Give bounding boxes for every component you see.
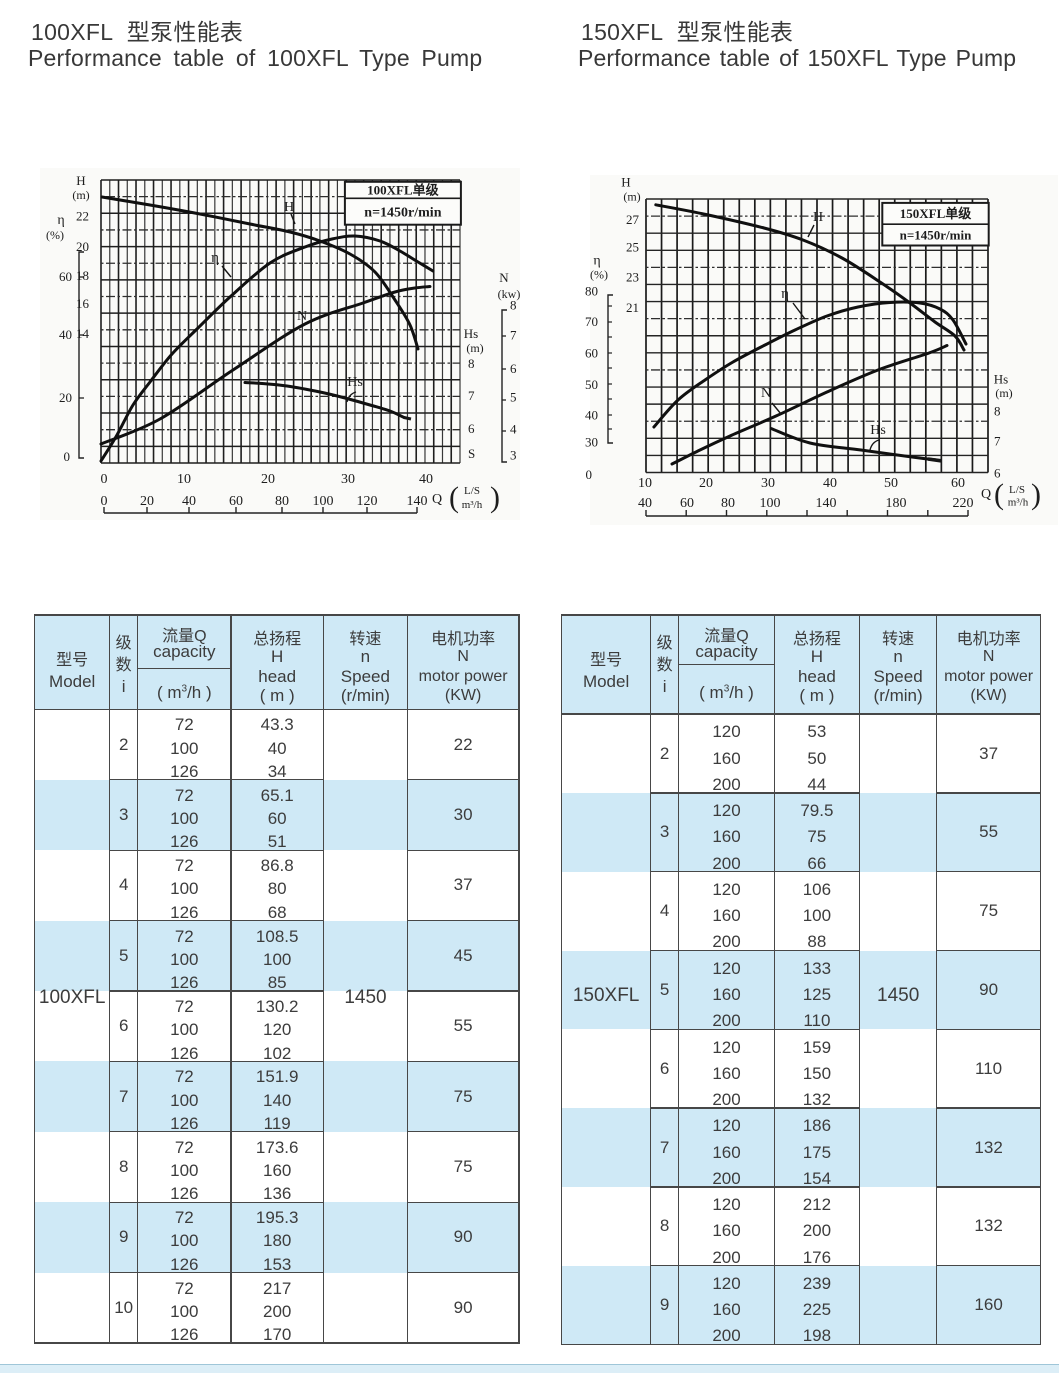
svg-text:Hs: Hs bbox=[994, 372, 1008, 387]
svg-text:Hs: Hs bbox=[347, 375, 363, 390]
svg-text:40: 40 bbox=[585, 408, 598, 423]
svg-text:Hs: Hs bbox=[870, 423, 886, 438]
svg-text:50: 50 bbox=[585, 377, 598, 392]
svg-text:7: 7 bbox=[468, 388, 475, 403]
svg-text:η: η bbox=[593, 254, 600, 269]
svg-text:40: 40 bbox=[419, 472, 433, 487]
svg-text:Q: Q bbox=[432, 492, 442, 507]
svg-text:0: 0 bbox=[101, 494, 108, 509]
svg-text:6: 6 bbox=[468, 421, 475, 436]
svg-text:10: 10 bbox=[638, 476, 652, 491]
svg-text:40: 40 bbox=[59, 327, 72, 342]
svg-text:0: 0 bbox=[101, 472, 108, 487]
svg-text:70: 70 bbox=[585, 314, 598, 329]
svg-text:60: 60 bbox=[59, 269, 72, 284]
svg-text:20: 20 bbox=[699, 476, 713, 491]
svg-text:L/S: L/S bbox=[464, 485, 480, 497]
svg-text:L/S: L/S bbox=[1009, 484, 1025, 496]
svg-text:60: 60 bbox=[229, 494, 243, 509]
svg-text:30: 30 bbox=[761, 476, 775, 491]
svg-text:180: 180 bbox=[886, 496, 907, 511]
svg-text:10: 10 bbox=[177, 472, 191, 487]
svg-text:(m): (m) bbox=[466, 341, 483, 355]
svg-text:): ) bbox=[1031, 478, 1041, 511]
svg-text:(m): (m) bbox=[72, 188, 89, 202]
svg-text:140: 140 bbox=[816, 496, 837, 511]
svg-text:H: H bbox=[76, 173, 85, 188]
svg-text:20: 20 bbox=[140, 494, 154, 509]
svg-text:5: 5 bbox=[510, 390, 517, 405]
svg-text:100: 100 bbox=[760, 496, 781, 511]
svg-text:80: 80 bbox=[275, 494, 289, 509]
svg-text:S: S bbox=[468, 446, 475, 461]
svg-text:40: 40 bbox=[823, 476, 837, 491]
svg-text:100: 100 bbox=[313, 494, 334, 509]
svg-text:140: 140 bbox=[407, 494, 428, 509]
svg-text:220: 220 bbox=[953, 496, 974, 511]
svg-text:30: 30 bbox=[341, 472, 355, 487]
svg-text:22: 22 bbox=[76, 209, 89, 224]
svg-text:80: 80 bbox=[585, 284, 598, 299]
svg-text:60: 60 bbox=[680, 496, 694, 511]
svg-text:23: 23 bbox=[626, 270, 639, 285]
svg-text:7: 7 bbox=[510, 328, 517, 343]
svg-text:(m): (m) bbox=[623, 190, 640, 204]
svg-text:21: 21 bbox=[626, 300, 639, 315]
svg-text:0: 0 bbox=[64, 449, 71, 464]
svg-text:(kw): (kw) bbox=[498, 287, 521, 301]
svg-text:N: N bbox=[499, 270, 509, 285]
svg-text:100XFL单级: 100XFL单级 bbox=[367, 183, 440, 198]
svg-text:η: η bbox=[781, 286, 789, 302]
svg-text:H: H bbox=[813, 210, 823, 225]
svg-text:η: η bbox=[57, 213, 64, 228]
svg-text:14: 14 bbox=[76, 326, 90, 341]
svg-text:(: ( bbox=[994, 478, 1004, 511]
svg-text:30: 30 bbox=[585, 435, 598, 450]
svg-text:8: 8 bbox=[468, 356, 475, 371]
svg-text:7: 7 bbox=[994, 434, 1001, 449]
svg-text:60: 60 bbox=[951, 476, 965, 491]
svg-text:8: 8 bbox=[510, 298, 517, 313]
svg-text:150XFL单级: 150XFL单级 bbox=[900, 206, 973, 221]
svg-text:n=1450r/min: n=1450r/min bbox=[364, 206, 441, 221]
svg-text:N: N bbox=[761, 386, 771, 401]
svg-text:25: 25 bbox=[626, 240, 639, 255]
svg-text:(m): (m) bbox=[995, 386, 1012, 400]
svg-text:(%): (%) bbox=[46, 228, 64, 242]
svg-text:60: 60 bbox=[585, 346, 598, 361]
svg-text:6: 6 bbox=[510, 361, 517, 376]
svg-text:18: 18 bbox=[76, 268, 89, 283]
svg-text:(: ( bbox=[449, 481, 459, 514]
svg-text:H: H bbox=[284, 200, 294, 215]
svg-text:6: 6 bbox=[994, 466, 1001, 481]
svg-text:16: 16 bbox=[76, 296, 90, 311]
svg-text:8: 8 bbox=[994, 404, 1001, 419]
svg-text:N: N bbox=[297, 309, 307, 324]
svg-text:): ) bbox=[490, 481, 500, 514]
svg-text:m³/h: m³/h bbox=[1008, 497, 1029, 509]
svg-text:(%): (%) bbox=[590, 268, 608, 282]
svg-text:20: 20 bbox=[76, 239, 89, 254]
svg-text:20: 20 bbox=[261, 472, 275, 487]
svg-text:n=1450r/min: n=1450r/min bbox=[900, 228, 972, 243]
svg-text:H: H bbox=[621, 175, 630, 190]
svg-text:40: 40 bbox=[182, 494, 196, 509]
svg-text:40: 40 bbox=[638, 496, 652, 511]
svg-text:4: 4 bbox=[510, 422, 517, 437]
svg-text:0: 0 bbox=[586, 467, 593, 482]
svg-text:m³/h: m³/h bbox=[462, 499, 483, 511]
svg-text:3: 3 bbox=[510, 448, 517, 463]
svg-text:120: 120 bbox=[357, 494, 378, 509]
svg-text:80: 80 bbox=[721, 496, 735, 511]
svg-text:50: 50 bbox=[884, 476, 898, 491]
svg-text:Hs: Hs bbox=[464, 326, 478, 341]
svg-text:20: 20 bbox=[59, 390, 72, 405]
svg-text:η: η bbox=[211, 250, 219, 266]
svg-text:Q: Q bbox=[981, 487, 991, 502]
svg-text:27: 27 bbox=[626, 212, 640, 227]
